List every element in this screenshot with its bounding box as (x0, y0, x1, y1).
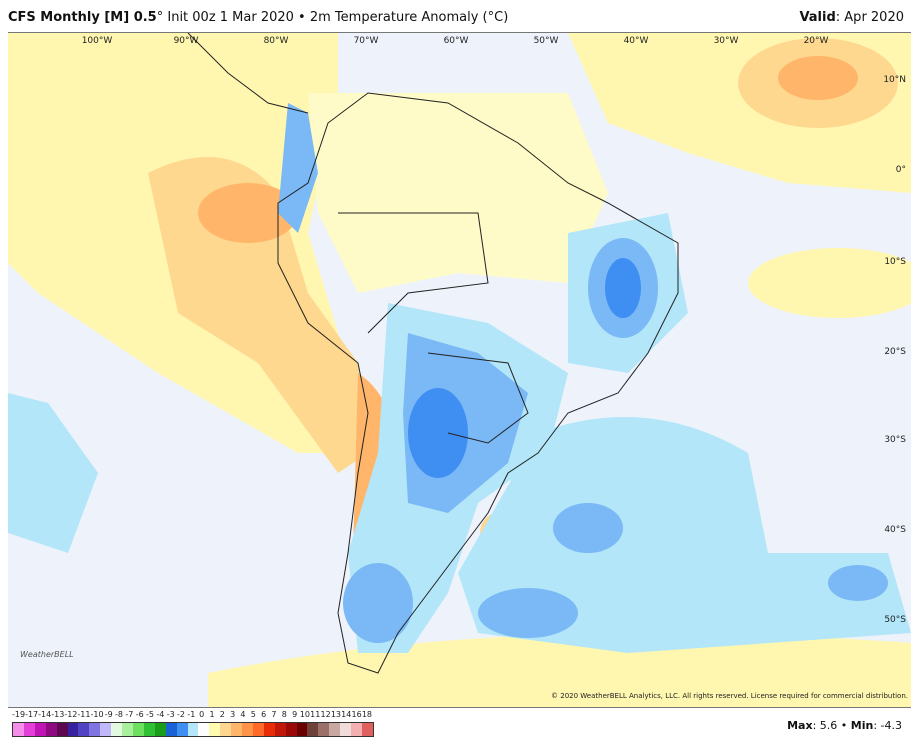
temperature-anomaly-map (8, 32, 911, 708)
colorbar-swatch (340, 723, 352, 736)
colorbar-label: 9 (292, 710, 298, 719)
lon-label: 70°W (353, 36, 379, 46)
colorbar-swatch (176, 723, 188, 736)
colorbar-swatch (56, 723, 68, 736)
colorbar-swatch (132, 723, 144, 736)
lat-label: 0° (895, 165, 906, 175)
colorbar-label: -8 (115, 710, 124, 719)
colorbar-swatch (362, 723, 373, 736)
colorbar-swatch (23, 723, 35, 736)
colorbar-label: 8 (281, 710, 287, 719)
colorbar-label: -9 (104, 710, 113, 719)
colorbar-swatch (89, 723, 101, 736)
colorbar-label: 13 (330, 710, 342, 719)
colorbar-swatch (274, 723, 286, 736)
colorbar-label: 18 (361, 710, 372, 719)
coastlines (187, 33, 679, 674)
colorbar-label: -12 (64, 710, 78, 719)
lon-label: 50°W (533, 36, 559, 46)
colorbar-swatch (351, 723, 362, 736)
lon-label: 30°W (713, 36, 739, 46)
colorbar-swatch (13, 723, 24, 736)
colorbar-label: -10 (90, 710, 104, 719)
colorbar-swatch (285, 723, 297, 736)
colorbar-label: 10 (299, 710, 311, 719)
lon-label: 60°W (443, 36, 469, 46)
colorbar-label: -4 (156, 710, 165, 719)
lat-label: 40°S (884, 525, 906, 535)
colorbar-swatch (143, 723, 155, 736)
colorbar-swatch (165, 723, 177, 736)
colorbar-label: -13 (51, 710, 65, 719)
colorbar-label: 4 (240, 710, 246, 719)
colorbar-swatch (242, 723, 253, 736)
lon-label: 90°W (173, 36, 199, 46)
colorbar-swatch (329, 723, 341, 736)
colorbar-swatch (263, 723, 275, 736)
map-title: CFS Monthly [M] 0.5° Init 00z 1 Mar 2020… (8, 10, 509, 25)
colorbar-label: -17 (25, 710, 39, 719)
colorbar-swatch (122, 723, 133, 736)
colorbar-swatch (307, 723, 319, 736)
copyright: © 2020 WeatherBELL Analytics, LLC. All r… (551, 692, 908, 700)
colorbar-label: -19 (12, 710, 26, 719)
colorbar-swatch (100, 723, 112, 736)
warm-anomaly-regions (8, 33, 911, 707)
colorbar-label: -5 (146, 710, 155, 719)
colorbar-swatch (198, 723, 210, 736)
colorbar-label: -3 (166, 710, 175, 719)
lat-label: 20°S (884, 347, 906, 357)
colorbar-swatch (231, 723, 243, 736)
colorbar-label: 1 (209, 710, 215, 719)
colorbar-label: 11 (310, 710, 321, 719)
colorbar (12, 722, 374, 737)
colorbar-label: 16 (351, 710, 362, 719)
colorbar-swatch (318, 723, 330, 736)
colorbar-swatch (78, 723, 90, 736)
colorbar-swatch (154, 723, 166, 736)
colorbar-label: 2 (219, 710, 225, 719)
lon-label: 20°W (803, 36, 829, 46)
colorbar-label: -14 (38, 710, 52, 719)
colorbar-label: 12 (320, 710, 331, 719)
colorbar-label: -1 (187, 710, 196, 719)
lat-label: 50°S (884, 615, 906, 625)
lat-label: 10°N (883, 75, 906, 85)
colorbar-label: -6 (135, 710, 144, 719)
max-min-stats: Max: 5.6 • Min: -4.3 (787, 719, 902, 732)
colorbar-swatch (296, 723, 308, 736)
colorbar-swatch (111, 723, 123, 736)
colorbar-label: 0 (199, 710, 205, 719)
colorbar-label: 5 (250, 710, 256, 719)
weatherbell-logo: WeatherBELL (20, 650, 74, 659)
colorbar-swatch (67, 723, 79, 736)
colorbar-swatch (187, 723, 199, 736)
colorbar-label: -2 (177, 710, 185, 719)
lat-label: 30°S (884, 435, 906, 445)
colorbar-swatch (209, 723, 221, 736)
lon-label: 40°W (623, 36, 649, 46)
colorbar-swatch (220, 723, 232, 736)
colorbar-swatch (252, 723, 264, 736)
colorbar-label: 3 (230, 710, 236, 719)
colorbar-label: 14 (341, 710, 352, 719)
lon-label: 100°W (81, 36, 113, 46)
colorbar-label: -7 (125, 710, 134, 719)
lat-label: 10°S (884, 257, 906, 267)
colorbar-swatch (34, 723, 46, 736)
colorbar-label: 7 (271, 710, 277, 719)
colorbar-labels: -19 -17 -14 -13 -12 -11 -10 -9 -8 -7 -6 -5 -4 -3 -2 -1 0… (12, 710, 372, 719)
colorbar-swatch (45, 723, 57, 736)
valid-date: Valid: Apr 2020 (799, 10, 904, 25)
lon-label: 80°W (263, 36, 289, 46)
colorbar-label: 6 (261, 710, 267, 719)
colorbar-label: -11 (77, 710, 91, 719)
